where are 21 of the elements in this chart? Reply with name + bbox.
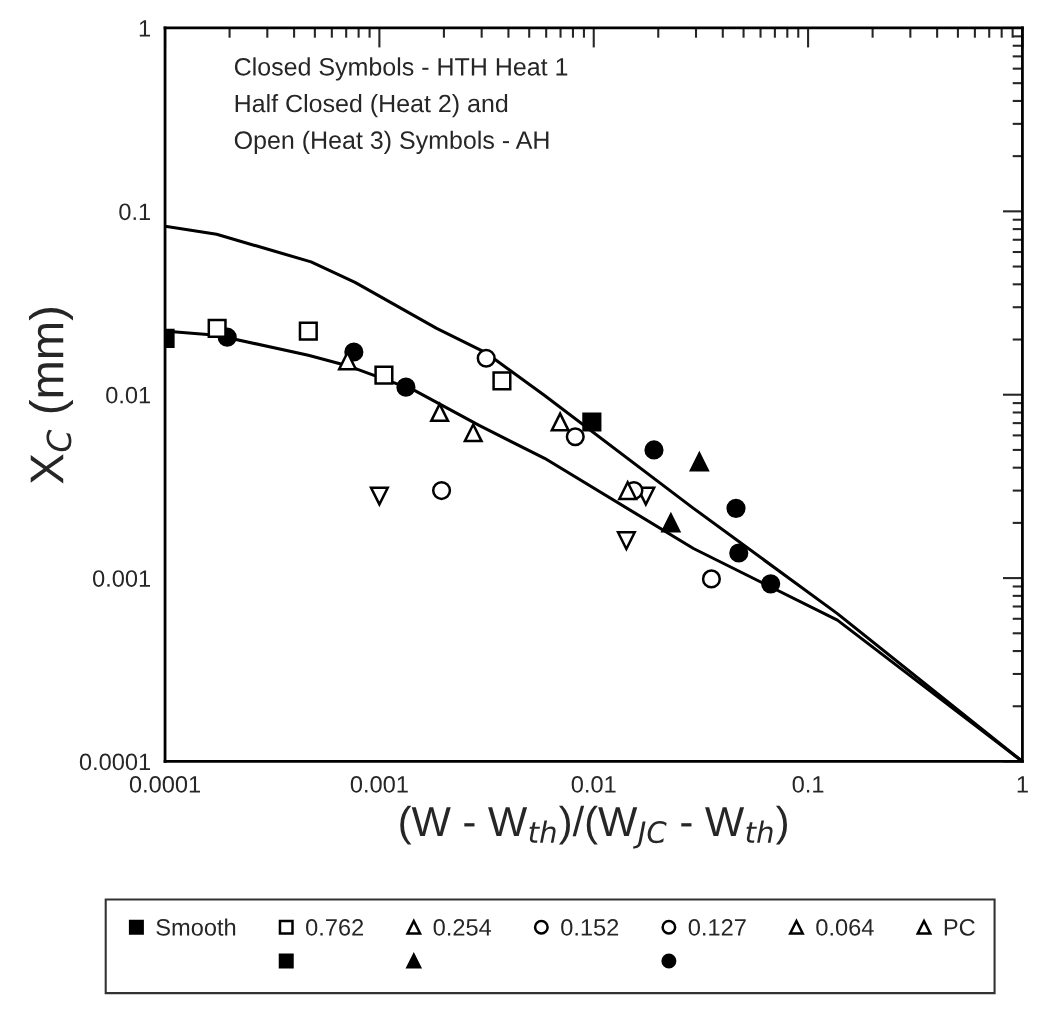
legend-label: 0.064 — [816, 919, 874, 936]
x-axis-title: (W - W$_{th}$)/(W$_{JC}$ - W$_{th}$) — [400, 805, 787, 849]
y-tick-label: 0.01 — [106, 386, 151, 404]
x-tick-label: 1 — [1017, 776, 1028, 793]
x-tick-label: 0.1 — [792, 775, 824, 793]
legend-label: 0.762 — [306, 919, 364, 936]
legend-label: Smooth — [156, 918, 236, 936]
annotation: Half Closed (Heat 2) and — [235, 93, 508, 118]
y-tick-label: 1 — [139, 20, 150, 37]
legend-label: 0.152 — [561, 919, 619, 936]
legend-label: 0.127 — [688, 919, 746, 936]
y-axis-title: X$_{C}$ (mm) — [29, 308, 73, 484]
x-tick-label: 0.01 — [571, 775, 616, 793]
y-tick-label: 0.1 — [119, 203, 150, 221]
legend-label: PC — [944, 919, 975, 936]
y-tick-label: 0.0001 — [79, 753, 151, 771]
legend-label: 0.254 — [433, 919, 492, 936]
annotation: Closed Symbols - HTH Heat 1 — [234, 57, 568, 81]
y-tick-label: 0.001 — [93, 570, 151, 587]
x-tick-label: 0.001 — [350, 775, 408, 793]
annotation: Open (Heat 3) Symbols - AH — [234, 130, 549, 154]
